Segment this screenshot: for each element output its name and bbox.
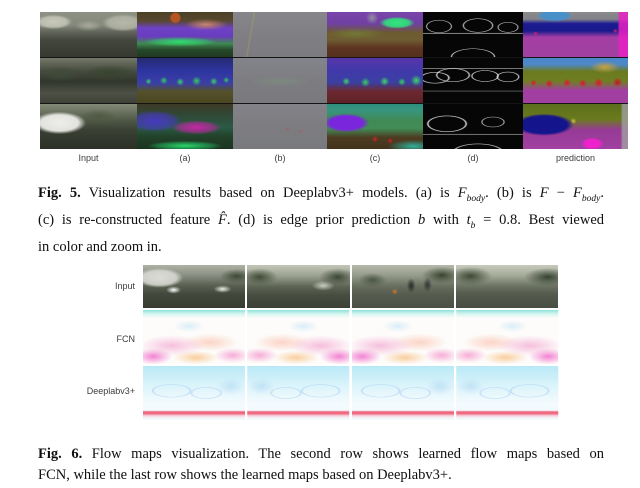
- fig6-panel-fcn-2: [247, 310, 350, 364]
- fig5-panel-row2-input: [40, 58, 137, 103]
- math-minus: −: [548, 185, 574, 201]
- fig5-panel-row1-input: [40, 12, 137, 57]
- math-f-body-1-sub: body: [466, 193, 486, 204]
- fig5-col-label-d: (d): [467, 153, 479, 163]
- fig6-image-grid: [143, 265, 558, 420]
- fig5-panel-row1-a-fbody: [137, 12, 233, 57]
- fig5-panel-row2-a-fbody: [137, 58, 233, 103]
- fig5-panel-row3-input: [40, 104, 137, 149]
- fig5-caption: Fig. 5. Visualization results based on D…: [38, 183, 604, 258]
- math-f-hat: F̂: [218, 211, 227, 228]
- fig5-caption-line2: (c) is re-constructed feature F̂. (d) is…: [38, 210, 604, 237]
- fig5-caption-text-6: with: [425, 211, 467, 228]
- fig5-panel-row1-b-residual: [233, 12, 327, 57]
- fig5-caption-text-1: Visualization results based on Deeplabv3…: [80, 185, 458, 201]
- math-f-body-1: F: [457, 185, 467, 201]
- fig6-panel-deeplab-1: [143, 366, 246, 420]
- fig5-image-grid: [40, 12, 628, 149]
- fig6-panel-deeplab-2: [247, 366, 350, 420]
- fig6-row-label-deeplabv3: Deeplabv3+: [86, 386, 135, 396]
- fig5-caption-text-7: = 0.8. Best viewed: [475, 211, 605, 228]
- fig5-panel-row3-prediction: [523, 104, 628, 149]
- fig5-caption-text-5: . (d) is edge prior prediction: [226, 211, 419, 228]
- math-b: b: [418, 211, 426, 228]
- fig6-panel-fcn-4: [455, 310, 558, 364]
- fig5-caption-line3: in color and zoom in.: [38, 238, 162, 255]
- fig5-caption-text-2: . (b) is: [485, 185, 540, 201]
- fig6-panel-input-4: [455, 265, 558, 308]
- fig5-panel-row2-c-reconstructed: [327, 58, 423, 103]
- fig6-caption: Fig. 6. Flow maps visualization. The sec…: [38, 444, 604, 486]
- fig5-panel-row2-prediction: [523, 58, 628, 103]
- fig6-caption-line1: Fig. 6. Flow maps visualization. The sec…: [38, 444, 604, 465]
- fig5-panel-row3-a-fbody: [137, 104, 233, 149]
- fig6-panel-deeplab-3: [351, 366, 454, 420]
- fig6-panel-input-2: [247, 265, 350, 308]
- math-f: F: [539, 185, 549, 201]
- fig5-panel-row2-b-residual: [233, 58, 327, 103]
- fig5-panel-row3-d-edge: [423, 104, 523, 149]
- math-f-body-2: F: [573, 185, 582, 201]
- fig5-col-label-prediction: prediction: [555, 153, 596, 163]
- math-t: t: [466, 211, 471, 228]
- fig5-col-label-c: (c): [369, 153, 381, 163]
- math-t-sub-b: b: [470, 220, 476, 231]
- fig6-row-label-input: Input: [114, 281, 135, 291]
- fig5-caption-tag: Fig. 5.: [38, 185, 81, 201]
- fig6-panel-fcn-1: [143, 310, 246, 364]
- fig5-col-label-input: Input: [78, 153, 99, 163]
- fig6-caption-text-1: Flow maps visualization. The second row …: [82, 446, 604, 462]
- fig5-caption-line1: Fig. 5. Visualization results based on D…: [38, 183, 604, 210]
- fig6-panel-input-3: [351, 265, 454, 308]
- fig5-panel-row1-d-edge: [423, 12, 523, 57]
- fig6-caption-line2: FCN, while the last row shows the learne…: [38, 467, 452, 483]
- fig6-panel-fcn-3: [351, 310, 454, 364]
- fig5-caption-text-3: .: [600, 185, 604, 201]
- math-f-body-2-sub: body: [581, 193, 601, 204]
- fig5-col-label-a: (a): [179, 153, 191, 163]
- fig6-row-label-fcn: FCN: [116, 334, 136, 344]
- fig5-panel-row1-c-reconstructed: [327, 12, 423, 57]
- fig5-caption-text-4: (c) is re-constructed feature: [38, 211, 219, 228]
- fig6-panel-input-1: [143, 265, 246, 308]
- fig5-panel-row3-b-residual: [233, 104, 327, 149]
- fig5-panel-row1-prediction: [523, 12, 628, 57]
- fig5-column-labels: Input (a) (b) (c) (d) prediction: [40, 153, 628, 163]
- fig6-panel-deeplab-4: [455, 366, 558, 420]
- fig6-caption-tag: Fig. 6.: [38, 446, 83, 462]
- fig5-col-label-b: (b): [274, 153, 286, 163]
- fig5-panel-row3-c-reconstructed: [327, 104, 423, 149]
- fig5-panel-row2-d-edge: [423, 58, 523, 103]
